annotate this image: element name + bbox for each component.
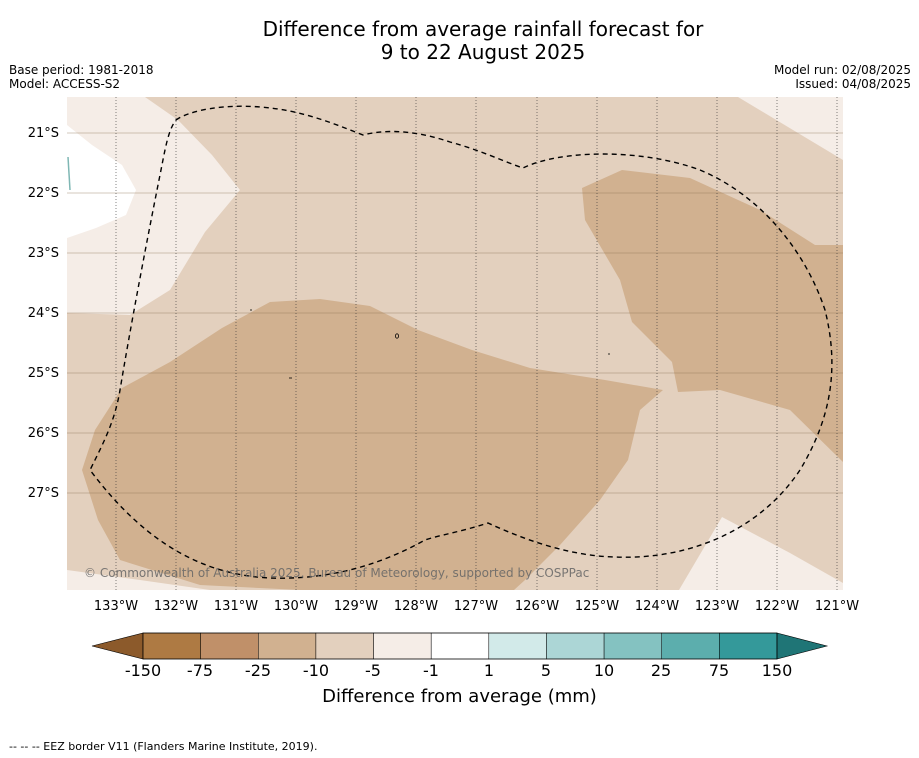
colorbar-tick: -10 (302, 661, 330, 680)
colorbar-frame (142, 632, 778, 660)
meta-right: Model run: 02/08/2025 Issued: 04/08/2025 (774, 63, 911, 91)
lon-label: 132°W (153, 599, 199, 614)
base-period: Base period: 1981-2018 (9, 63, 154, 77)
longitude-gridlines (115, 97, 838, 590)
colorbar-tick: -5 (365, 661, 381, 680)
map-title: Difference from average rainfall forecas… (0, 18, 919, 64)
model-name: Model: ACCESS-S2 (9, 77, 121, 91)
field-neg1-neg5-southwest (67, 570, 210, 590)
lon-label: 133°W (93, 599, 139, 614)
colorbar-cell (142, 632, 201, 660)
title-line-1: Difference from average rainfall forecas… (262, 17, 704, 41)
lon-label: 122°W (754, 599, 800, 614)
issued-date: Issued: 04/08/2025 (795, 77, 911, 91)
lat-label: 26°S (27, 426, 59, 441)
lon-label: 130°W (273, 599, 319, 614)
lat-label: 23°S (27, 246, 59, 261)
colorbar (91, 632, 829, 660)
colorbar-cell (603, 632, 662, 660)
colorbar-cells (142, 632, 778, 660)
lat-label: 27°S (27, 486, 59, 501)
colorbar-tick: 150 (761, 661, 793, 680)
lat-label: 24°S (27, 306, 59, 321)
colorbar-tick: -25 (244, 661, 272, 680)
colorbar-tick: 75 (708, 661, 730, 680)
island-outlines (67, 156, 610, 379)
colorbar-cell (661, 632, 720, 660)
latitude-gridlines (67, 132, 843, 494)
colorbar-under-triangle (91, 632, 144, 660)
field-neg10-neg25-east (582, 170, 843, 462)
attribution-text: © Commonwealth of Australia 2025, Bureau… (84, 566, 589, 580)
lon-label: 128°W (393, 599, 439, 614)
colorbar-tick: 25 (650, 661, 672, 680)
eez-border (89, 105, 833, 579)
field-neg1-neg5-southeast (679, 517, 843, 590)
colorbar-tick: 10 (593, 661, 615, 680)
colorbar-cell (430, 632, 490, 660)
lon-label: 121°W (814, 599, 860, 614)
colorbar-tick: -150 (124, 661, 162, 680)
field-neg10-neg25-central (82, 299, 663, 590)
colorbar-tick: 1 (483, 661, 495, 680)
model-run: Model run: 02/08/2025 (773, 63, 911, 77)
colorbar-cell (488, 632, 547, 660)
field-near-zero-corner (67, 125, 136, 238)
meta-left: Base period: 1981-2018 Model: ACCESS-S2 (9, 63, 154, 91)
lat-label: 25°S (27, 366, 59, 381)
colorbar-over-triangle (776, 632, 829, 660)
colorbar-cell (373, 632, 432, 660)
colorbar-cell (719, 632, 778, 660)
lat-label: 21°S (27, 126, 59, 141)
colorbar-cell (258, 632, 317, 660)
lon-label: 131°W (213, 599, 259, 614)
title-line-2: 9 to 22 August 2025 (380, 40, 586, 64)
colorbar-tick: 5 (540, 661, 552, 680)
colorbar-cell (315, 632, 374, 660)
colorbar-cell (200, 632, 259, 660)
lon-label: 129°W (333, 599, 379, 614)
lon-label: 125°W (574, 599, 620, 614)
eez-legend: -- -- -- EEZ border V11 (Flanders Marine… (9, 740, 318, 753)
lon-label: 124°W (634, 599, 680, 614)
colorbar-cell (546, 632, 605, 660)
colorbar-tick: -75 (186, 661, 214, 680)
lat-label: 22°S (27, 186, 59, 201)
lon-label: 126°W (514, 599, 560, 614)
colorbar-title: Difference from average (mm) (322, 686, 597, 707)
lon-label: 127°W (453, 599, 499, 614)
field-neg1-neg5-northeast (738, 97, 843, 160)
lon-label: 123°W (694, 599, 740, 614)
colorbar-tick: -1 (423, 661, 439, 680)
rainfall-anomaly-field (67, 97, 843, 590)
